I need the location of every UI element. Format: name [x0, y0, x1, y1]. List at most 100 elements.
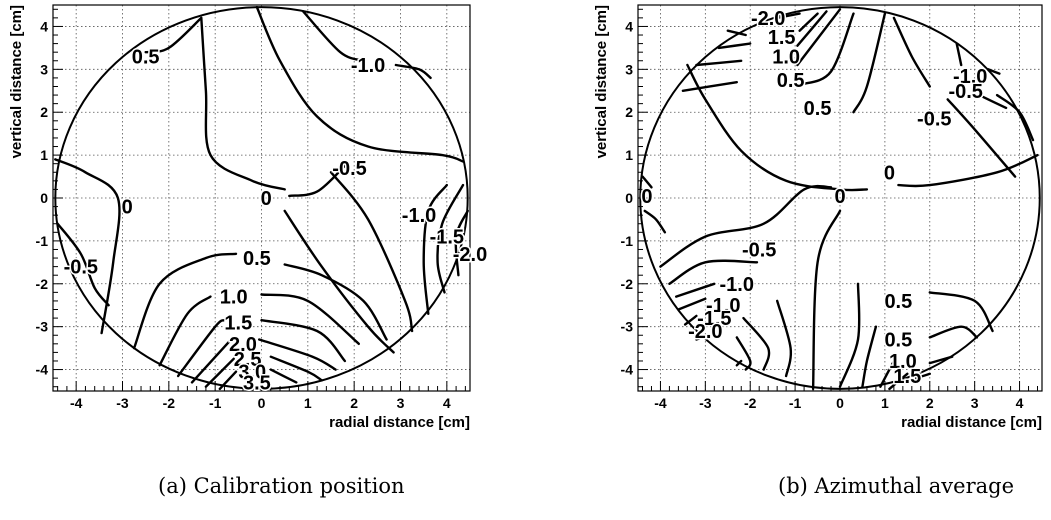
x-tick-label: 3 — [397, 395, 405, 411]
contour-line — [796, 10, 828, 47]
contour-line — [928, 355, 954, 365]
contour-label: 0 — [261, 188, 272, 210]
contour-line — [288, 164, 347, 198]
contour-line — [798, 12, 819, 32]
y-tick-label: -4 — [36, 362, 49, 378]
x-tick-label: -2 — [163, 395, 176, 411]
x-tick-label: 4 — [1016, 395, 1024, 411]
contour-line — [897, 153, 1039, 188]
contour-line — [811, 209, 842, 391]
contour-label: -1.5 — [697, 308, 731, 330]
contour-line — [852, 12, 887, 114]
contour-line — [800, 12, 855, 86]
y-tick-label: 4 — [40, 18, 48, 34]
contour-line — [56, 222, 110, 307]
contour-line — [928, 325, 979, 339]
contour-line — [283, 209, 395, 354]
x-tick-label: 0 — [836, 395, 844, 411]
contour-line — [258, 338, 337, 371]
contour-label: -1.0 — [402, 205, 436, 227]
contour-line — [695, 59, 743, 67]
contour-line — [190, 340, 231, 384]
y-tick-label: 3 — [625, 61, 633, 77]
contour-line — [915, 372, 931, 380]
y-tick-label: 0 — [625, 190, 633, 206]
plot-area — [639, 6, 1041, 391]
caption-azimuthal-average: (b) Azimuthal average — [778, 474, 1015, 498]
contour-label: 0 — [641, 186, 652, 208]
contour-label: 0 — [122, 197, 133, 219]
x-tick-label: 4 — [443, 395, 451, 411]
contour-line — [641, 175, 653, 189]
contour-line — [742, 316, 771, 371]
contour-label: 1.5 — [893, 366, 921, 388]
contour-label: 1.0 — [220, 287, 248, 309]
y-tick-label: 3 — [40, 61, 48, 77]
contour-label: -0.5 — [332, 158, 366, 180]
contour-label: 1.5 — [224, 312, 252, 334]
x-axis-label: radial distance [cm] — [329, 414, 470, 431]
contour-line — [683, 314, 698, 326]
contour-line — [422, 183, 448, 315]
y-tick-label: -2 — [36, 276, 49, 292]
y-tick-label: 0 — [40, 190, 48, 206]
contour-line — [54, 158, 121, 335]
contour-line — [204, 357, 235, 388]
contour-label: 0.5 — [884, 291, 912, 313]
contour-line — [726, 29, 747, 37]
contour-label: 0.5 — [132, 46, 160, 68]
panel-calibration-position: -4 -3 -2 -1 0 1 2 3 4 -4 -3 -2 -1 0 1 2 3 4 radial distanc… — [8, 4, 489, 431]
contour-line — [394, 63, 432, 80]
contour-label: 0 — [834, 186, 845, 208]
contour-line — [643, 209, 667, 234]
contour-label: -0.5 — [742, 239, 776, 261]
contour-line — [928, 291, 994, 333]
y-axis-label: vertical distance [cm] — [8, 5, 25, 158]
contour-line — [892, 16, 931, 88]
x-tick-label: -1 — [209, 395, 222, 411]
contour-label: -2.0 — [688, 321, 722, 343]
contour-line — [695, 334, 711, 341]
x-tick-label: -4 — [70, 395, 83, 411]
y-tick-label: -4 — [621, 362, 634, 378]
contour-label: 0.5 — [243, 248, 271, 270]
contour-line — [986, 68, 1001, 75]
contour-line — [888, 372, 909, 391]
contour-label: 3.0 — [238, 362, 266, 384]
contour-label: 2.5 — [234, 349, 262, 371]
y-tick-label: 2 — [40, 104, 48, 120]
contour-label: -0.5 — [948, 81, 982, 103]
y-tick-label: -1 — [36, 233, 49, 249]
y-tick-label: 1 — [625, 147, 633, 163]
y-tick-label: 2 — [625, 104, 633, 120]
contour-line — [132, 252, 238, 350]
contour-label: 2.0 — [229, 334, 257, 356]
contour-line — [946, 98, 1017, 178]
contour-label: -0.5 — [64, 257, 98, 279]
contour-label: -0.5 — [917, 109, 951, 131]
contour-label: -2.0 — [751, 8, 785, 30]
y-axis-label: vertical distance [cm] — [593, 5, 610, 158]
contour-line — [283, 263, 388, 341]
y-tick-label: -2 — [621, 276, 634, 292]
contour-line — [686, 63, 869, 192]
contour-label: 0.5 — [804, 98, 832, 120]
x-tick-label: -4 — [654, 395, 667, 411]
contour-line — [861, 325, 878, 388]
contour-label: 1.0 — [889, 351, 917, 373]
contour-line — [269, 355, 323, 382]
contour-line — [735, 359, 743, 367]
contour-line — [158, 295, 212, 367]
contour-label: 3.5 — [243, 372, 271, 394]
contour-line — [200, 16, 286, 191]
grid — [638, 5, 1042, 391]
x-tick-label: 2 — [350, 395, 358, 411]
panel-azimuthal-average: -4 -3 -2 -1 0 1 2 3 4 -4 -3 -2 -1 0 1 2 3 4 radial distanc… — [593, 4, 1043, 431]
contour-line — [659, 184, 833, 268]
x-tick-label: 2 — [926, 395, 934, 411]
boundary-circle — [639, 6, 1041, 390]
contour-label: -1.5 — [430, 227, 464, 249]
x-tick-label: 0 — [258, 395, 266, 411]
contour-label: 0 — [884, 162, 895, 184]
x-tick-label: 1 — [304, 395, 312, 411]
